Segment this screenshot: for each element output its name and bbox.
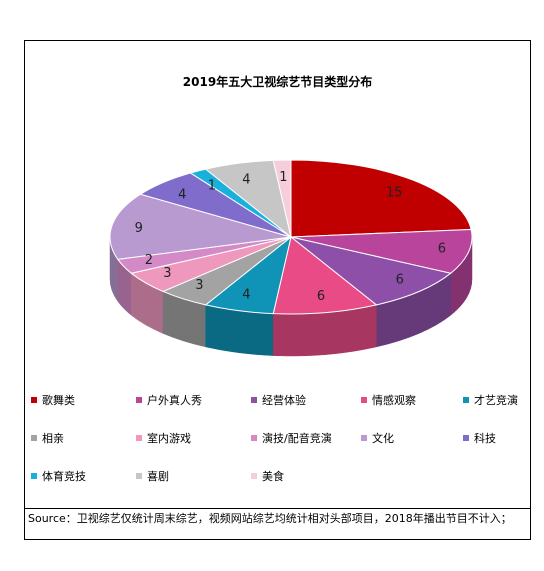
slice-value-label-1: 6 xyxy=(438,242,446,257)
legend-swatch-5 xyxy=(31,435,37,441)
legend-label-8: 文化 xyxy=(372,432,394,445)
legend-label-10: 体育竞技 xyxy=(42,470,86,483)
legend-swatch-10 xyxy=(31,473,37,479)
legend-label-6: 室内游戏 xyxy=(147,432,191,445)
legend-label-7: 演技/配音竞演 xyxy=(262,432,332,445)
source-note: Source：卫视综艺仅统计周末综艺，视频网站综艺均统计相对头部项目，2018年… xyxy=(25,508,530,541)
slice-value-label-7: 2 xyxy=(145,253,153,268)
legend-label-4: 才艺竞演 xyxy=(474,394,518,407)
legend-label-3: 情感观察 xyxy=(372,394,416,407)
slice-value-label-5: 3 xyxy=(195,278,203,293)
legend-item-8: 文化 xyxy=(361,431,394,445)
legend-item-5: 相亲 xyxy=(31,431,64,445)
chart-title: 2019年五大卫视综艺节目类型分布 xyxy=(182,75,373,89)
pie-slice-8 xyxy=(109,193,292,260)
pie-slice-0 xyxy=(290,159,472,238)
legend-item-9: 科技 xyxy=(463,431,496,445)
legend-item-4: 才艺竞演 xyxy=(463,393,518,407)
legend-item-1: 户外真人秀 xyxy=(136,393,202,407)
slice-value-label-11: 4 xyxy=(242,173,250,188)
legend-swatch-12 xyxy=(251,473,257,479)
legend-swatch-8 xyxy=(361,435,367,441)
slice-value-label-4: 4 xyxy=(242,287,250,302)
legend-label-2: 经营体验 xyxy=(262,394,306,407)
legend-item-10: 体育竞技 xyxy=(31,469,86,483)
slice-value-label-8: 9 xyxy=(135,221,143,236)
legend-swatch-1 xyxy=(136,397,142,403)
chart-frame: 2019年五大卫视综艺节目类型分布 15 6 6 6 4 3 3 2 9 4 1 4 1 歌舞类 户外真人… xyxy=(24,40,531,540)
legend-label-11: 喜剧 xyxy=(147,470,169,483)
pie-slice-12 xyxy=(272,159,292,238)
legend-swatch-6 xyxy=(136,435,142,441)
pie-slice-2 xyxy=(290,236,452,306)
legend-item-12: 美食 xyxy=(251,469,284,483)
slice-value-label-10: 1 xyxy=(208,178,216,193)
legend-label-1: 户外真人秀 xyxy=(147,394,202,407)
slice-value-label-0: 15 xyxy=(386,185,403,200)
slice-value-label-12: 1 xyxy=(279,170,287,185)
legend-label-5: 相亲 xyxy=(42,432,64,445)
legend-swatch-7 xyxy=(251,435,257,441)
legend-item-2: 经营体验 xyxy=(251,393,306,407)
legend-label-12: 美食 xyxy=(262,470,284,483)
slice-value-label-2: 6 xyxy=(396,272,404,287)
slice-value-label-3: 6 xyxy=(317,289,325,304)
legend-swatch-9 xyxy=(463,435,469,441)
pie-slice-3 xyxy=(272,236,378,315)
legend-item-3: 情感观察 xyxy=(361,393,416,407)
slice-value-label-9: 4 xyxy=(178,188,186,203)
legend-swatch-0 xyxy=(31,397,37,403)
legend-item-7: 演技/配音竞演 xyxy=(251,431,332,445)
legend-swatch-4 xyxy=(463,397,469,403)
slice-value-label-6: 3 xyxy=(163,266,171,281)
legend-item-6: 室内游戏 xyxy=(136,431,191,445)
legend-item-11: 喜剧 xyxy=(136,469,169,483)
legend-swatch-11 xyxy=(136,473,142,479)
pie-slice-1 xyxy=(290,228,473,274)
legend-swatch-3 xyxy=(361,397,367,403)
legend-swatch-2 xyxy=(251,397,257,403)
legend-label-0: 歌舞类 xyxy=(42,394,75,407)
legend-item-0: 歌舞类 xyxy=(31,393,75,407)
legend-label-9: 科技 xyxy=(474,432,496,445)
